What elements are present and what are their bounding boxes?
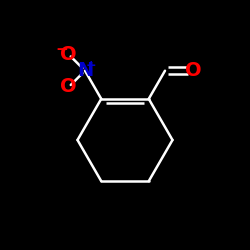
Text: O: O <box>186 61 202 80</box>
Text: O: O <box>60 45 77 64</box>
Text: +: + <box>85 59 96 72</box>
Text: N: N <box>77 61 93 80</box>
Text: −: − <box>56 42 68 57</box>
Text: O: O <box>60 78 77 96</box>
